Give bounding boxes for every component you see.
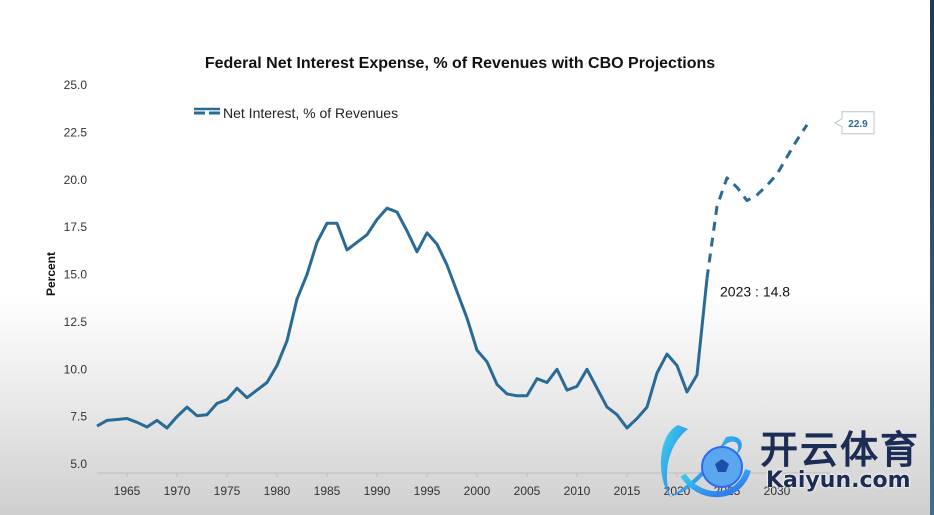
callout-box [833,111,875,135]
x-tick-label: 1975 [214,484,241,498]
x-tick-label: 2010 [564,484,591,498]
x-tick-label: 2005 [514,484,541,498]
x-tick-label: 1965 [114,484,141,498]
watermark-logo-icon [660,425,751,498]
y-tick-label: 15.0 [64,268,88,282]
x-tick-label: 2015 [614,484,641,498]
y-tick-label: 12.5 [64,315,88,329]
x-tick-label: 2030 [764,484,791,498]
projection-series-line [705,123,809,279]
y-tick-label: 20.0 [64,173,88,187]
x-axis: 1965 1970 1975 1980 1985 1990 1995 2000 2005 2010… [97,472,830,498]
y-axis-label: Percent [44,252,58,296]
watermark: 开云体育 Kaiyun.com [648,415,928,505]
frame-edge [930,0,934,515]
chart-title: Federal Net Interest Expense, % of Reven… [205,55,715,72]
actual-series-line [96,206,709,430]
series-layer [96,123,809,430]
x-tick-label: 1985 [314,484,341,498]
annotation-2023-value: 2023 : 14.8 [720,283,790,299]
watermark-url: Kaiyun.com [766,468,911,493]
x-tick-label: 2000 [464,484,491,498]
y-tick-label: 7.5 [70,410,87,424]
x-tick-label: 1990 [364,484,391,498]
legend: Net Interest, % of Revenues [194,105,398,121]
y-tick-label: 5.0 [70,457,87,471]
y-tick-label: 22.5 [64,125,88,139]
y-tick-label: 17.5 [64,220,88,234]
y-tick-label: 25.0 [64,78,88,92]
y-tick-label: 10.0 [64,362,88,376]
watermark-logo-text: 开云体育 [760,428,921,472]
callout-text: 22.9 [848,119,868,130]
x-tick-label: 1980 [264,484,291,498]
x-tick-label: 1970 [164,484,191,498]
annotation-layer: 2023 : 14.8 22.9 [720,111,875,299]
y-axis: 5.0 7.5 10.0 12.5 15.0 17.5 20.0 22.5 25.0 [64,78,88,471]
callout-2033-value: 22.9 [833,111,875,135]
x-tick-label: 1995 [414,484,441,498]
legend-entry: Net Interest, % of Revenues [223,105,398,121]
